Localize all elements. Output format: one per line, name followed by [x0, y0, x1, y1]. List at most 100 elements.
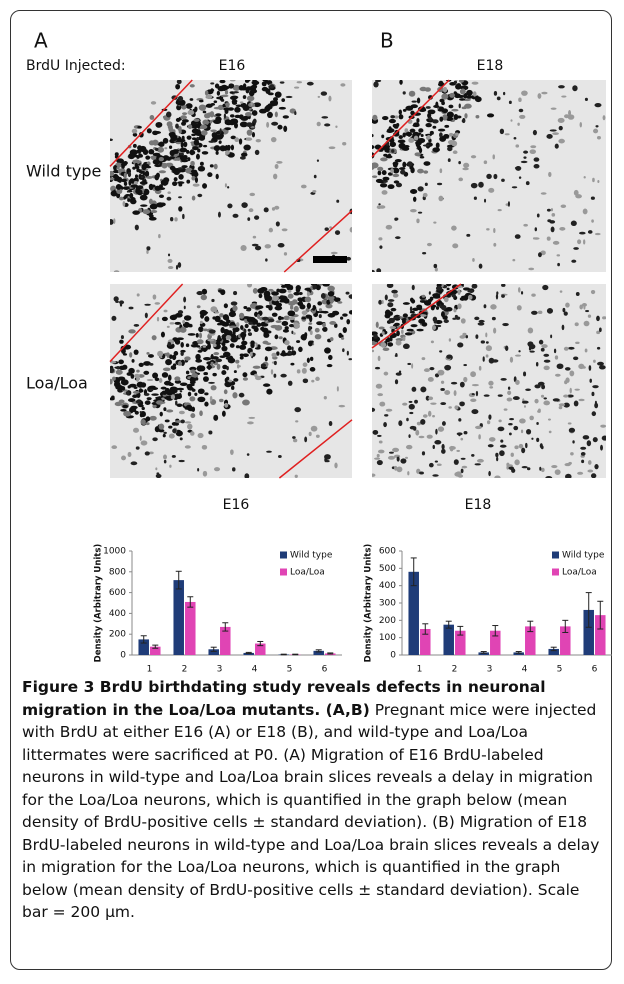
cell	[519, 444, 523, 449]
cell	[114, 296, 119, 302]
cell	[251, 101, 253, 106]
cell	[546, 134, 552, 139]
caption-panel-ref: (A,B)	[326, 701, 370, 719]
cell	[589, 365, 592, 371]
cell	[261, 363, 266, 367]
cell	[308, 326, 311, 332]
cell	[329, 146, 336, 149]
cell	[410, 189, 417, 194]
cell	[432, 415, 435, 417]
cell	[402, 162, 406, 168]
cell	[183, 142, 187, 148]
cell	[118, 360, 124, 365]
cell	[200, 313, 204, 318]
cell	[459, 79, 464, 83]
cell	[381, 134, 384, 138]
cell	[257, 75, 260, 78]
cell	[180, 139, 186, 142]
cell	[204, 392, 208, 395]
cell	[503, 92, 505, 95]
cell	[170, 150, 175, 156]
cell	[423, 414, 428, 418]
cell	[233, 378, 238, 382]
cell	[242, 400, 250, 406]
cell	[384, 414, 388, 416]
cell	[474, 317, 479, 321]
cell	[579, 305, 583, 310]
cell	[561, 96, 566, 98]
cell	[533, 130, 537, 135]
x-tick-label: 1	[147, 665, 153, 675]
cell	[600, 425, 606, 428]
bar	[443, 625, 454, 655]
cell	[462, 119, 465, 122]
cell	[178, 206, 182, 212]
cell	[132, 167, 135, 170]
cell	[419, 436, 425, 439]
cell	[182, 119, 189, 123]
cell	[297, 369, 301, 373]
cell	[518, 98, 521, 103]
chart-title: E18	[465, 497, 492, 513]
cell	[449, 338, 451, 341]
cell	[455, 405, 459, 409]
cell	[441, 444, 444, 450]
cell	[548, 419, 551, 421]
cell	[552, 213, 556, 217]
cell	[387, 302, 393, 307]
cell	[412, 387, 417, 392]
panel-label: B	[380, 29, 394, 53]
cell	[292, 280, 299, 284]
cell	[214, 164, 218, 170]
cell	[574, 389, 580, 391]
cell	[493, 228, 495, 233]
cell	[460, 438, 463, 441]
cell	[422, 451, 425, 455]
cell	[290, 305, 293, 310]
cell	[198, 388, 205, 394]
cell	[136, 400, 141, 403]
cell	[582, 366, 586, 369]
cell	[180, 115, 187, 119]
cell	[236, 322, 239, 327]
cell	[321, 116, 328, 118]
cell	[428, 117, 432, 121]
cell	[494, 476, 500, 480]
cell	[207, 112, 213, 114]
cell	[145, 400, 151, 405]
cell	[371, 162, 379, 168]
cell	[451, 109, 458, 112]
cell	[451, 71, 456, 75]
cell	[269, 84, 274, 88]
cell	[189, 384, 195, 387]
cell	[398, 420, 402, 426]
cell	[447, 288, 450, 291]
cell	[150, 204, 158, 210]
cell	[268, 92, 274, 95]
cell	[247, 61, 252, 65]
cell	[142, 164, 150, 167]
cell	[128, 452, 132, 457]
cell	[584, 176, 586, 179]
cell	[500, 129, 504, 135]
cell	[451, 382, 457, 385]
cell	[109, 177, 115, 180]
cell	[420, 387, 426, 393]
cell	[394, 218, 398, 221]
cell	[384, 372, 389, 376]
cell	[135, 174, 138, 178]
cell	[591, 197, 595, 200]
cell	[558, 85, 565, 88]
cell	[317, 159, 319, 162]
cell	[552, 132, 559, 135]
cell	[545, 476, 552, 480]
cell	[264, 207, 269, 212]
cell	[431, 340, 434, 343]
cell	[132, 359, 135, 363]
cell	[581, 460, 584, 464]
cell	[178, 361, 182, 365]
cell	[329, 421, 333, 426]
cell	[373, 430, 379, 435]
cell	[501, 294, 505, 297]
cell	[321, 91, 327, 95]
